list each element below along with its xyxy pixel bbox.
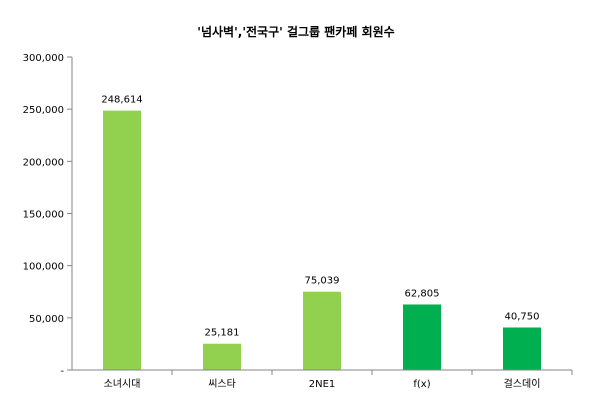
x-axis-ticks: 소녀시대 씨스타 2NE1 f(x) 걸스데이 [104, 370, 573, 390]
x-tick-label: 소녀시대 [104, 378, 141, 390]
data-label: 248,614 [101, 95, 142, 106]
y-tick-label: 50,000 [29, 314, 64, 325]
data-label: 40,750 [505, 311, 540, 322]
bars-group [103, 110, 541, 370]
bar [203, 343, 241, 370]
chart-title: '넘사벽','전국구' 걸그룹 팬카페 회원수 [197, 24, 394, 39]
x-tick-label: 걸스데이 [504, 377, 541, 390]
bar [103, 110, 141, 370]
bar [503, 327, 541, 370]
x-tick-label: 씨스타 [208, 378, 236, 390]
y-tick-label: - [60, 366, 64, 377]
bar [303, 291, 341, 370]
y-tick-label: 300,000 [23, 53, 64, 64]
y-axis-ticks: - 50,000 100,000 150,000 200,000 250,000 300,0… [23, 53, 72, 377]
y-tick-label: 150,000 [23, 210, 64, 221]
y-tick-label: 200,000 [23, 157, 64, 168]
x-tick-label: f(x) [413, 379, 430, 390]
value-labels-group: 248,614 25,181 75,039 62,805 40,750 [101, 95, 539, 339]
y-tick-label: 250,000 [23, 105, 64, 116]
y-tick-label: 100,000 [23, 262, 64, 273]
bar [403, 304, 441, 370]
data-label: 62,805 [405, 288, 440, 299]
x-tick-label: 2NE1 [309, 379, 336, 390]
data-label: 25,181 [205, 328, 240, 339]
data-label: 75,039 [305, 276, 340, 287]
